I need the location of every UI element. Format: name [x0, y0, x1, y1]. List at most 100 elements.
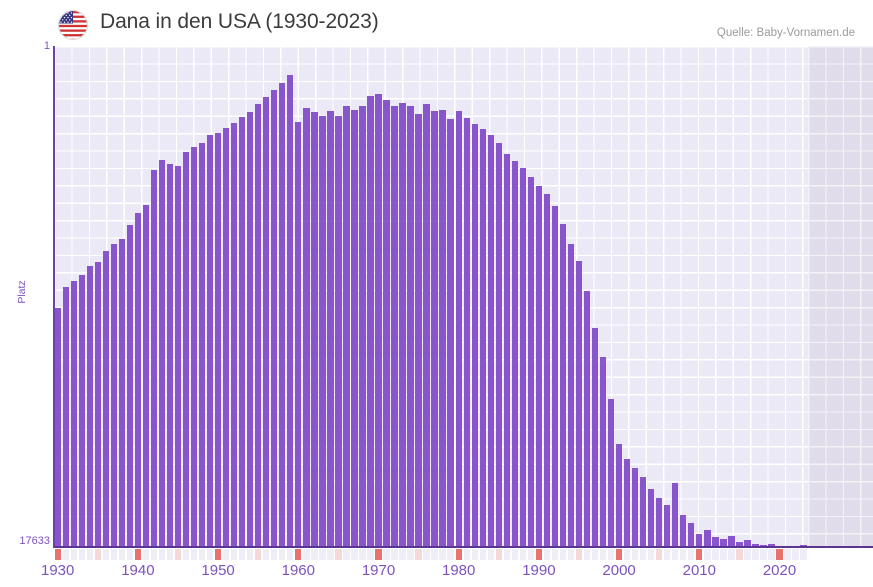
bar[interactable] — [383, 100, 390, 547]
bar[interactable] — [431, 111, 438, 547]
bar[interactable] — [166, 164, 174, 547]
bar[interactable] — [583, 291, 591, 547]
y-axis-bottom-tick-label: 17633 — [19, 535, 50, 547]
x-axis-tick — [784, 549, 791, 560]
bar[interactable] — [615, 444, 623, 547]
bar[interactable] — [351, 110, 358, 547]
bar[interactable] — [295, 122, 302, 547]
x-axis-tick — [399, 549, 406, 560]
bar[interactable] — [70, 281, 77, 547]
bar[interactable] — [495, 143, 502, 547]
bar[interactable] — [375, 94, 382, 547]
bar[interactable] — [230, 123, 238, 547]
bar[interactable] — [110, 244, 118, 547]
bar[interactable] — [463, 118, 470, 547]
bar[interactable] — [736, 542, 743, 547]
bar[interactable] — [647, 489, 655, 547]
bar[interactable] — [511, 161, 519, 547]
bar[interactable] — [471, 124, 478, 547]
bar[interactable] — [126, 225, 134, 547]
bar[interactable] — [527, 177, 535, 547]
bar[interactable] — [487, 135, 494, 547]
bar[interactable] — [575, 261, 583, 547]
bar[interactable] — [62, 287, 69, 547]
bar[interactable] — [134, 213, 142, 547]
bar[interactable] — [359, 106, 366, 547]
bar[interactable] — [407, 106, 414, 547]
bar[interactable] — [158, 160, 166, 547]
bar[interactable] — [263, 97, 270, 547]
bar[interactable] — [455, 111, 462, 547]
x-axis-tick — [367, 549, 374, 560]
bar[interactable] — [551, 206, 559, 547]
bar[interactable] — [190, 147, 198, 547]
bar[interactable] — [367, 96, 374, 547]
bar[interactable] — [86, 266, 93, 547]
bar[interactable] — [222, 128, 230, 547]
bar[interactable] — [287, 75, 294, 547]
bar[interactable] — [672, 483, 679, 547]
bar[interactable] — [591, 328, 599, 547]
bar[interactable] — [327, 111, 334, 547]
bar[interactable] — [255, 104, 262, 547]
bar[interactable] — [271, 90, 278, 547]
bar[interactable] — [206, 135, 214, 547]
bar[interactable] — [664, 505, 671, 547]
bar[interactable] — [704, 530, 711, 547]
bar[interactable] — [415, 114, 422, 547]
bar[interactable] — [238, 117, 246, 547]
bar[interactable] — [423, 104, 430, 547]
bar[interactable] — [198, 143, 206, 547]
bar[interactable] — [94, 262, 101, 547]
bar[interactable] — [639, 477, 647, 547]
bar[interactable] — [246, 112, 254, 547]
bar[interactable] — [391, 106, 398, 547]
bar[interactable] — [720, 539, 727, 547]
bar[interactable] — [335, 116, 342, 547]
bar[interactable] — [214, 133, 222, 547]
bar[interactable] — [118, 239, 126, 547]
bar[interactable] — [182, 152, 190, 547]
bar[interactable] — [102, 251, 109, 547]
bar[interactable] — [142, 205, 150, 547]
bar[interactable] — [174, 166, 182, 547]
bar[interactable] — [279, 83, 286, 547]
bar[interactable] — [439, 110, 446, 547]
bar[interactable] — [447, 119, 454, 547]
bar[interactable] — [150, 170, 158, 547]
bar[interactable] — [631, 468, 639, 547]
bar[interactable] — [311, 112, 318, 547]
bar[interactable] — [479, 129, 486, 547]
bar[interactable] — [728, 536, 735, 547]
bar[interactable] — [543, 194, 551, 547]
x-axis-tick — [712, 549, 719, 560]
bar[interactable] — [535, 186, 543, 547]
bar[interactable] — [343, 106, 350, 547]
bar[interactable] — [744, 540, 751, 547]
bar[interactable] — [303, 108, 310, 547]
bar[interactable] — [696, 534, 703, 547]
bar[interactable] — [519, 168, 527, 547]
bar[interactable] — [752, 544, 759, 547]
bar[interactable] — [623, 459, 631, 547]
plot-area — [54, 46, 873, 547]
bar[interactable] — [559, 224, 567, 547]
bar[interactable] — [768, 544, 775, 547]
bar[interactable] — [680, 515, 687, 547]
bar[interactable] — [712, 537, 719, 547]
x-axis-tick — [720, 549, 727, 560]
x-axis-tick — [263, 549, 270, 560]
bar[interactable] — [567, 244, 575, 547]
x-axis-tick — [728, 549, 735, 560]
bar[interactable] — [607, 399, 615, 547]
bar[interactable] — [319, 116, 326, 547]
bar[interactable] — [399, 103, 406, 547]
bar[interactable] — [599, 357, 607, 547]
bar[interactable] — [78, 275, 85, 547]
x-axis-tick — [375, 549, 382, 560]
x-axis-tick — [383, 549, 390, 560]
bar[interactable] — [688, 523, 695, 547]
bar[interactable] — [656, 498, 663, 547]
bar[interactable] — [54, 308, 61, 547]
bar[interactable] — [503, 154, 510, 547]
